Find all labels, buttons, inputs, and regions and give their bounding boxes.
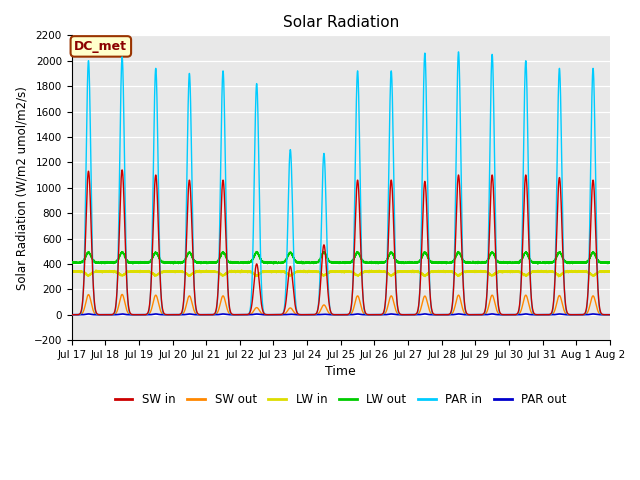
SW in — [179, 301, 187, 307]
LW in — [361, 268, 369, 274]
SW out — [515, 311, 523, 317]
PAR in — [606, 312, 614, 318]
Title: Solar Radiation: Solar Radiation — [283, 15, 399, 30]
LW out — [515, 259, 523, 265]
SW out — [118, 291, 126, 297]
LW in — [606, 269, 614, 275]
Line: SW in: SW in — [72, 170, 610, 315]
Text: DC_met: DC_met — [74, 40, 127, 53]
SW in — [606, 312, 614, 318]
Legend: SW in, SW out, LW in, LW out, PAR in, PAR out: SW in, SW out, LW in, LW out, PAR in, PA… — [110, 388, 572, 410]
PAR in — [529, 308, 536, 314]
LW out — [529, 259, 536, 265]
PAR out — [68, 312, 76, 318]
LW out — [454, 249, 462, 254]
Line: PAR in: PAR in — [72, 52, 610, 315]
PAR out — [179, 312, 187, 318]
SW out — [68, 312, 76, 318]
SW out — [606, 312, 614, 318]
X-axis label: Time: Time — [325, 365, 356, 378]
SW out — [488, 292, 496, 298]
PAR in — [454, 49, 462, 55]
SW out — [179, 310, 187, 316]
LW in — [515, 269, 523, 275]
Line: PAR out: PAR out — [72, 314, 610, 315]
PAR in — [68, 312, 76, 318]
PAR in — [361, 309, 369, 314]
SW in — [118, 167, 126, 173]
SW in — [68, 312, 76, 318]
LW in — [179, 269, 187, 275]
SW out — [529, 311, 536, 317]
LW in — [390, 272, 397, 278]
PAR out — [529, 312, 536, 318]
PAR in — [488, 52, 496, 58]
LW out — [68, 260, 76, 265]
LW in — [488, 273, 496, 278]
PAR in — [515, 309, 523, 314]
LW out — [361, 259, 369, 265]
LW in — [529, 269, 536, 275]
LW out — [390, 253, 397, 259]
Line: LW out: LW out — [72, 252, 610, 264]
PAR out — [488, 311, 496, 317]
LW in — [555, 274, 563, 279]
LW out — [534, 261, 542, 267]
LW out — [606, 259, 614, 265]
Line: LW in: LW in — [72, 270, 610, 276]
SW in — [515, 307, 523, 313]
SW out — [390, 299, 397, 304]
SW in — [390, 218, 397, 224]
SW out — [361, 311, 369, 317]
PAR out — [606, 312, 614, 318]
LW in — [68, 268, 76, 274]
SW in — [488, 172, 496, 178]
LW out — [488, 250, 496, 256]
PAR in — [390, 153, 397, 158]
Y-axis label: Solar Radiation (W/m2 umol/m2/s): Solar Radiation (W/m2 umol/m2/s) — [15, 86, 28, 289]
LW out — [179, 259, 187, 264]
PAR out — [361, 312, 369, 318]
PAR out — [390, 312, 397, 317]
Line: SW out: SW out — [72, 294, 610, 315]
SW in — [361, 308, 369, 313]
PAR out — [454, 311, 462, 317]
PAR in — [179, 304, 187, 310]
LW in — [238, 267, 246, 273]
SW in — [529, 306, 536, 312]
PAR out — [515, 312, 523, 318]
